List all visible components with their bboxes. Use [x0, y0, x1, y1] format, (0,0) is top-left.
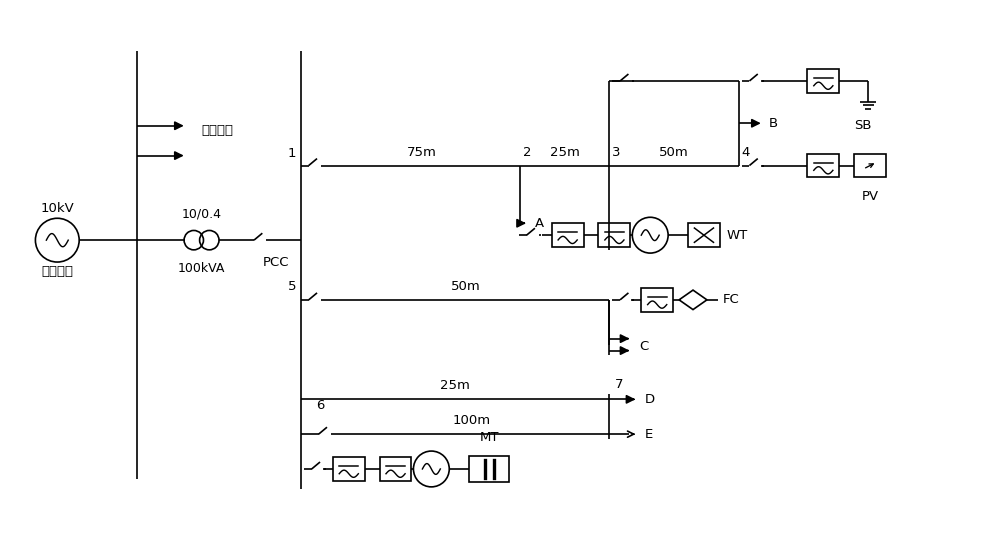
Text: FC: FC [723, 293, 740, 306]
Text: PV: PV [862, 191, 879, 204]
Text: SB: SB [854, 119, 872, 132]
Text: 其他线路: 其他线路 [202, 124, 234, 137]
Text: 25m: 25m [550, 146, 580, 159]
Text: WT: WT [727, 228, 748, 242]
Text: 4: 4 [742, 146, 750, 159]
Text: 2: 2 [523, 146, 531, 159]
Bar [469, 456, 509, 482]
Text: 6: 6 [316, 399, 324, 412]
Text: 50m: 50m [451, 280, 481, 293]
Text: PCC: PCC [263, 256, 290, 269]
Text: 10/0.4: 10/0.4 [182, 208, 222, 221]
Text: B: B [769, 117, 778, 130]
Text: 上级电网: 上级电网 [41, 266, 73, 279]
Bar [598, 223, 630, 247]
Bar [333, 457, 365, 481]
Text: 50m: 50m [659, 146, 689, 159]
Text: 1: 1 [288, 146, 296, 160]
Text: 10kV: 10kV [40, 202, 74, 215]
Text: 75m: 75m [406, 146, 436, 159]
Bar [688, 223, 720, 247]
Bar [854, 153, 886, 178]
Bar [807, 69, 839, 93]
Bar [552, 223, 584, 247]
Text: C: C [639, 340, 649, 353]
Text: E: E [644, 428, 653, 441]
Text: 3: 3 [612, 146, 621, 159]
Text: 100m: 100m [452, 414, 490, 427]
Text: 25m: 25m [440, 380, 470, 393]
Text: 7: 7 [614, 379, 623, 392]
Text: MT: MT [479, 431, 499, 444]
Text: A: A [535, 217, 544, 230]
Text: 100kVA: 100kVA [178, 261, 225, 274]
Bar [641, 288, 673, 312]
Text: D: D [644, 393, 654, 406]
Bar [807, 153, 839, 178]
Text: 5: 5 [288, 280, 296, 293]
Bar [380, 457, 411, 481]
